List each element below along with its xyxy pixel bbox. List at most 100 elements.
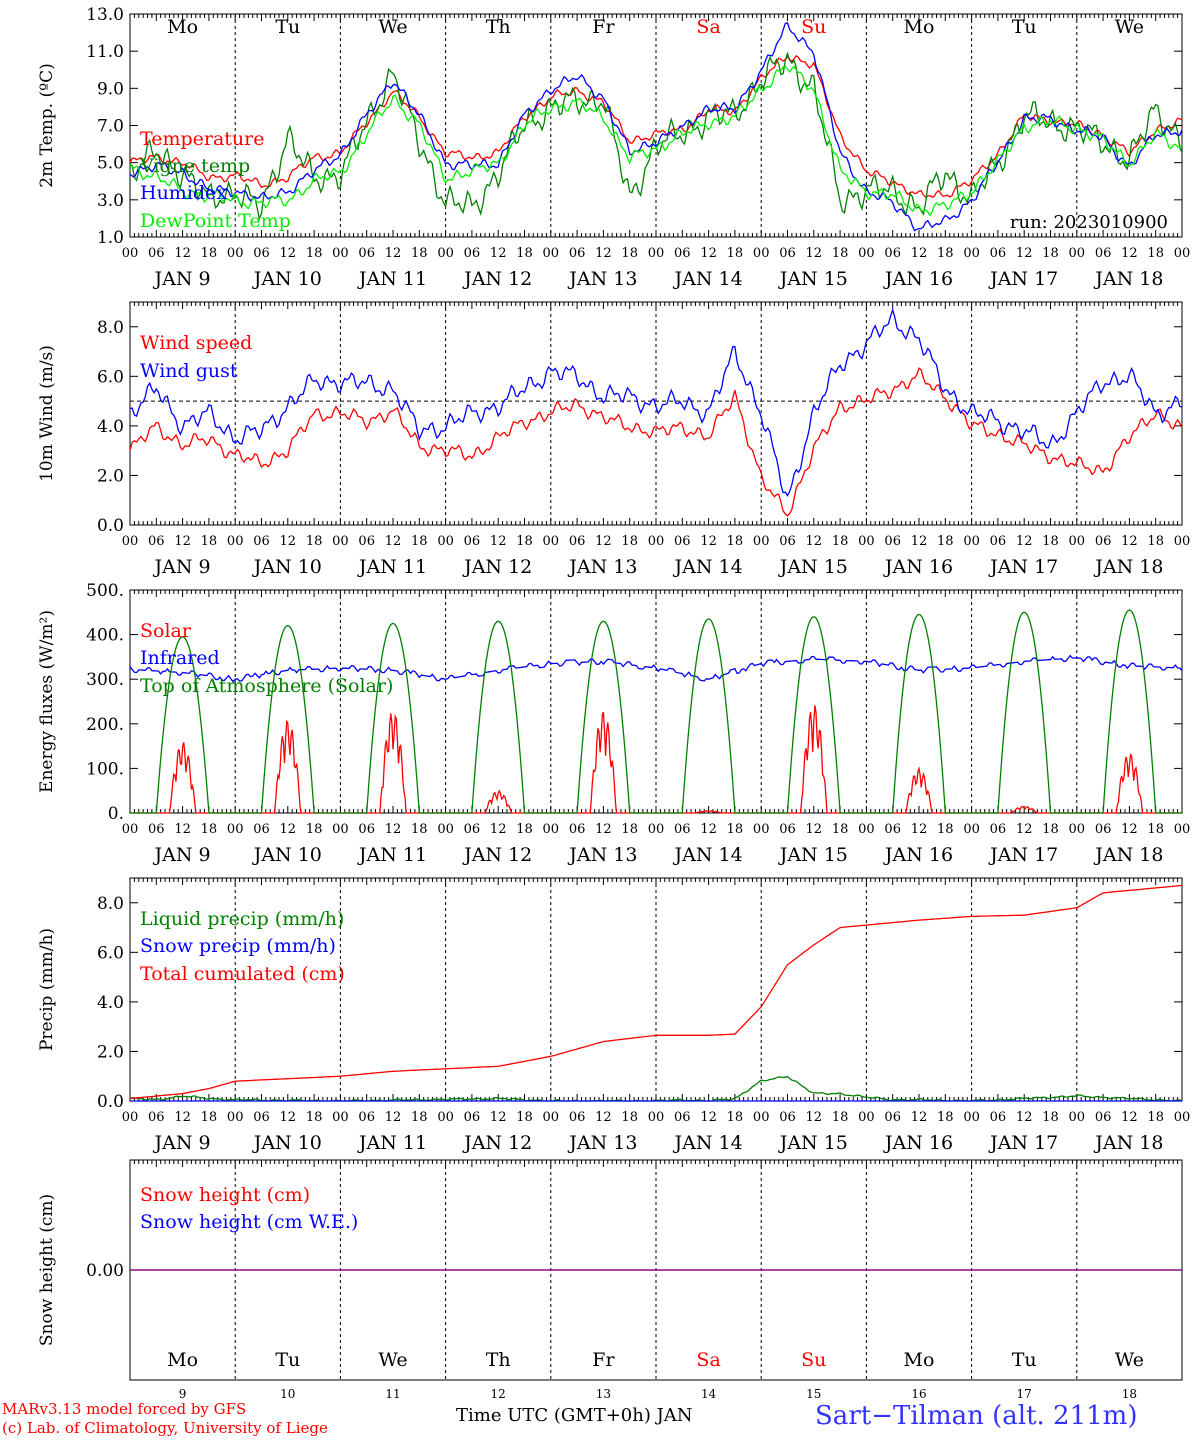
hour-tick-label: 12	[490, 246, 507, 261]
weekday-label: Su	[801, 16, 826, 38]
weekday-label: Mo	[904, 1349, 935, 1371]
hour-tick-label: 06	[884, 1110, 901, 1125]
hour-tick-label: 00	[1174, 1110, 1191, 1125]
hour-tick-label: 18	[1042, 822, 1059, 837]
hour-tick-label: 00	[227, 822, 244, 837]
hour-tick-label: 12	[1016, 246, 1033, 261]
y-tick-label: 0.00	[86, 1261, 124, 1281]
day-number: 12	[491, 1387, 506, 1401]
date-label: JAN 15	[778, 268, 848, 290]
legend-entry: Snow precip (mm/h)	[140, 935, 336, 957]
hour-tick-label: 06	[990, 822, 1007, 837]
day-number: 16	[911, 1387, 926, 1401]
hour-tick-label: 12	[806, 246, 823, 261]
weekday-label: Tu	[1012, 1349, 1037, 1371]
hour-tick-label: 00	[858, 822, 875, 837]
hour-tick-label: 00	[332, 246, 349, 261]
hour-tick-label: 00	[437, 1110, 454, 1125]
hour-tick-label: 00	[1174, 534, 1191, 549]
hour-tick-label: 06	[253, 822, 270, 837]
hour-tick-label: 18	[201, 1110, 218, 1125]
weekday-label: Mo	[167, 1349, 198, 1371]
panel-1: 1.0 3.0 5.0 7.0 9.0 11.0 13.0 2m Temp. (ºC) Mo Tu…	[37, 5, 1190, 290]
date-label: JAN 16	[883, 844, 953, 866]
hour-tick-label: 18	[201, 246, 218, 261]
hour-tick-label: 06	[358, 1110, 375, 1125]
hour-tick-label: 18	[201, 822, 218, 837]
hour-tick-label: 06	[253, 534, 270, 549]
date-label: JAN 17	[988, 844, 1058, 866]
weekday-label: Mo	[904, 16, 935, 38]
hour-tick-label: 18	[306, 534, 323, 549]
hour-tick-label: 12	[911, 822, 928, 837]
hour-tick-label: 00	[1069, 534, 1086, 549]
hour-tick-label: 18	[1147, 534, 1164, 549]
hour-tick-label: 12	[911, 246, 928, 261]
hour-tick-label: 18	[1042, 1110, 1059, 1125]
hour-tick-label: 18	[1147, 822, 1164, 837]
hour-tick-label: 12	[280, 1110, 297, 1125]
hour-tick-label: 06	[1095, 534, 1112, 549]
date-label: JAN 13	[567, 1132, 637, 1154]
weekday-label: Su	[801, 1349, 826, 1371]
hour-tick-label: 06	[253, 1110, 270, 1125]
date-label: JAN 13	[567, 268, 637, 290]
date-label: JAN 13	[567, 844, 637, 866]
hour-tick-label: 00	[332, 822, 349, 837]
hour-tick-label: 00	[122, 1110, 139, 1125]
hour-tick-label: 00	[858, 1110, 875, 1125]
hour-tick-label: 00	[543, 1110, 560, 1125]
y-tick-label: 2.0	[97, 1042, 124, 1062]
weekday-label: We	[378, 1349, 407, 1371]
hour-tick-label: 12	[280, 246, 297, 261]
hour-tick-label: 06	[358, 534, 375, 549]
hour-tick-label: 18	[306, 822, 323, 837]
hour-tick-label: 00	[963, 246, 980, 261]
y-tick-label: 4.0	[97, 417, 124, 437]
station-name: Sart−Tilman (alt. 211m)	[815, 1401, 1138, 1431]
weekday-label: Sa	[696, 16, 720, 38]
hour-tick-label: 06	[358, 246, 375, 261]
legend-entry: Wind gust	[140, 360, 238, 382]
hour-tick-label: 06	[148, 246, 165, 261]
day-number: 14	[701, 1387, 717, 1401]
y-tick-label: 100.	[86, 759, 124, 779]
hour-tick-label: 12	[385, 1110, 402, 1125]
hour-tick-label: 00	[437, 534, 454, 549]
day-number: 17	[1017, 1387, 1032, 1401]
hour-tick-label: 06	[884, 246, 901, 261]
series-line	[129, 307, 1183, 497]
hour-tick-label: 12	[806, 534, 823, 549]
y-axis-label: 10m Wind (m/s)	[37, 345, 57, 482]
hour-tick-label: 06	[779, 246, 796, 261]
y-tick-label: 6.0	[97, 367, 124, 387]
model-credit: MARv3.13 model forced by GFS	[2, 1400, 247, 1418]
hour-tick-label: 06	[884, 534, 901, 549]
y-tick-label: 6.0	[97, 943, 124, 963]
hour-tick-label: 06	[464, 246, 481, 261]
y-tick-label: 8.0	[97, 894, 124, 914]
hour-tick-label: 00	[437, 246, 454, 261]
hour-tick-label: 06	[464, 1110, 481, 1125]
hour-tick-label: 06	[779, 1110, 796, 1125]
weekday-label: We	[1115, 1349, 1144, 1371]
hour-tick-label: 18	[411, 822, 428, 837]
hour-tick-label: 12	[174, 1110, 191, 1125]
hour-tick-label: 12	[595, 1110, 612, 1125]
time-axis-label: Time UTC (GMT+0h) JAN	[456, 1405, 693, 1426]
hour-tick-label: 00	[543, 822, 560, 837]
hour-tick-label: 00	[332, 534, 349, 549]
hour-tick-label: 00	[648, 534, 665, 549]
y-tick-label: 0.0	[97, 516, 124, 536]
hour-tick-label: 06	[674, 822, 691, 837]
date-label: JAN 14	[673, 556, 743, 578]
hour-tick-label: 00	[437, 822, 454, 837]
hour-tick-label: 06	[674, 1110, 691, 1125]
hour-tick-label: 06	[990, 246, 1007, 261]
hour-tick-label: 06	[569, 534, 586, 549]
y-tick-label: 7.0	[97, 117, 124, 137]
y-axis-label: 2m Temp. (ºC)	[37, 63, 57, 188]
weekday-label: Tu	[275, 16, 300, 38]
hour-tick-label: 06	[990, 1110, 1007, 1125]
hour-tick-label: 00	[1069, 1110, 1086, 1125]
